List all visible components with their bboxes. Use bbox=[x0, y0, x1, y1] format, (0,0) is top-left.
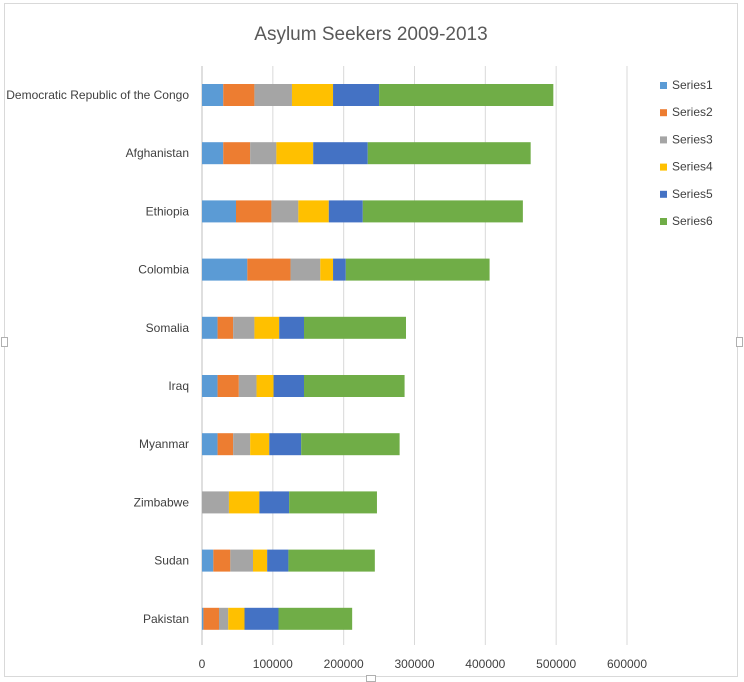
category-label: Democratic Republic of the Congo bbox=[6, 88, 189, 102]
legend: Series1 Series2 Series3 Series4 Series5 Serie… bbox=[660, 78, 713, 228]
bar-segment bbox=[202, 433, 218, 456]
legend-label: Series2 bbox=[672, 105, 713, 119]
bar-segment bbox=[367, 142, 531, 165]
bar-segment bbox=[250, 142, 277, 165]
legend-swatch bbox=[660, 82, 667, 89]
legend-swatch bbox=[660, 136, 667, 144]
bar-segment bbox=[217, 433, 234, 456]
bar-segment bbox=[223, 84, 255, 106]
bar-segment bbox=[202, 258, 248, 281]
category-label: Colombia bbox=[138, 263, 189, 277]
bar-segment bbox=[345, 258, 490, 281]
bar-segment bbox=[256, 375, 274, 397]
bar-segment bbox=[254, 84, 292, 106]
bar-segment bbox=[236, 200, 272, 223]
bar-segment bbox=[250, 433, 270, 456]
bar-segment bbox=[267, 549, 289, 572]
bar-segment bbox=[269, 433, 302, 456]
bar-segment bbox=[202, 142, 224, 165]
bar-segment bbox=[289, 491, 377, 514]
bar-segment bbox=[379, 84, 554, 106]
category-label: Pakistan bbox=[143, 612, 189, 626]
bar-segment bbox=[233, 433, 251, 456]
bar-segment bbox=[202, 84, 224, 106]
bar-segment bbox=[271, 200, 299, 223]
bar-segment bbox=[202, 607, 204, 630]
bar-segment bbox=[298, 200, 329, 223]
bar-segment bbox=[290, 258, 321, 281]
legend-label: Series5 bbox=[672, 187, 713, 201]
category-label: Afghanistan bbox=[126, 146, 189, 160]
bar-segment bbox=[238, 375, 257, 397]
x-tick-label: 0 bbox=[199, 657, 206, 671]
legend-label: Series6 bbox=[672, 214, 713, 228]
bar-segment bbox=[244, 607, 279, 630]
category-label: Iraq bbox=[168, 379, 189, 393]
legend-swatch bbox=[660, 190, 667, 198]
category-labels: Democratic Republic of the Congo Afghanis… bbox=[6, 88, 189, 626]
bar-segment bbox=[217, 375, 239, 397]
category-label: Somalia bbox=[146, 321, 190, 335]
bar-segment bbox=[254, 316, 280, 339]
bar-segment bbox=[313, 142, 368, 165]
bar-segment bbox=[273, 375, 304, 397]
bar-segment bbox=[253, 549, 268, 572]
bar-segment bbox=[203, 607, 219, 630]
legend-label: Series1 bbox=[672, 78, 713, 92]
resize-handle-left[interactable] bbox=[1, 337, 8, 347]
bar-segment bbox=[276, 142, 314, 165]
bar-segment bbox=[202, 316, 218, 339]
bar-segment bbox=[278, 607, 353, 630]
x-tick-label: 600000 bbox=[607, 657, 647, 671]
category-label: Myanmar bbox=[139, 437, 189, 451]
bar-segment bbox=[301, 433, 400, 456]
legend-label: Series3 bbox=[672, 132, 713, 146]
bar-segment bbox=[333, 84, 380, 106]
bar-segment bbox=[202, 549, 214, 572]
bar-segment bbox=[279, 316, 304, 339]
bar-segment bbox=[202, 491, 229, 514]
bar-segment bbox=[219, 607, 229, 630]
legend-swatch bbox=[660, 109, 667, 117]
bar-segment bbox=[320, 258, 334, 281]
x-tick-labels: 0 100000 200000 300000 400000 500000 600000 bbox=[199, 657, 648, 671]
bar-segment bbox=[228, 607, 245, 630]
bar-segment bbox=[230, 549, 253, 572]
chart-title: Asylum Seekers 2009-2013 bbox=[254, 24, 487, 45]
bar-segment bbox=[202, 200, 236, 223]
bar-segment bbox=[223, 142, 251, 165]
category-label: Sudan bbox=[154, 554, 189, 568]
bar-segment bbox=[304, 316, 406, 339]
legend-swatch bbox=[660, 218, 667, 225]
x-tick-label: 300000 bbox=[394, 657, 434, 671]
x-tick-label: 100000 bbox=[253, 657, 293, 671]
bar-segment bbox=[333, 258, 346, 281]
bar-segment bbox=[247, 258, 291, 281]
category-label: Ethiopia bbox=[146, 204, 190, 218]
bar-segment bbox=[328, 200, 363, 223]
bar-segment bbox=[291, 84, 334, 106]
category-label: Zimbabwe bbox=[134, 495, 190, 509]
bars bbox=[202, 84, 554, 630]
resize-handle-right[interactable] bbox=[736, 337, 743, 347]
bar-segment bbox=[288, 549, 375, 572]
bar-segment bbox=[259, 491, 290, 514]
x-tick-label: 500000 bbox=[536, 657, 576, 671]
x-tick-label: 400000 bbox=[465, 657, 505, 671]
bar-segment bbox=[217, 316, 234, 339]
bar-segment bbox=[202, 375, 218, 397]
bar-segment bbox=[362, 200, 523, 223]
bar-segment bbox=[233, 316, 255, 339]
legend-label: Series4 bbox=[672, 160, 713, 174]
bar-segment bbox=[304, 375, 405, 397]
bar-segment bbox=[228, 491, 260, 514]
bar-segment bbox=[213, 549, 231, 572]
legend-swatch bbox=[660, 163, 667, 171]
x-tick-label: 200000 bbox=[324, 657, 364, 671]
